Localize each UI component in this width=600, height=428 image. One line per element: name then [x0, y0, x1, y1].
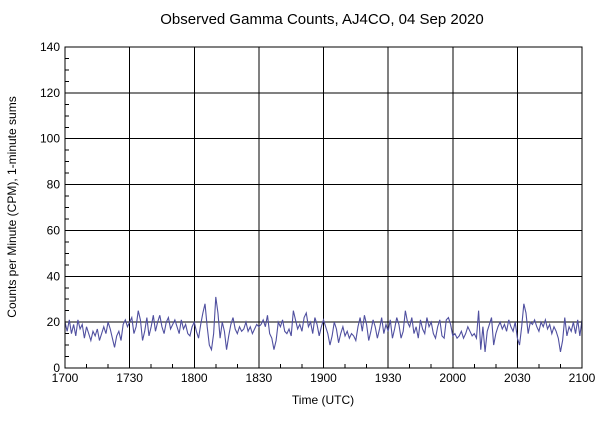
x-tick-label: 1900	[310, 371, 337, 385]
grid-lines	[65, 47, 582, 368]
x-tick-label: 1930	[375, 371, 402, 385]
x-tick-label: 2100	[569, 371, 596, 385]
x-tick-label: 1830	[246, 371, 273, 385]
data-line-gamma-counts-1-minute-sums	[64, 296, 583, 353]
x-tick-label: 1730	[116, 371, 143, 385]
y-tick-label: 40	[47, 269, 61, 283]
x-tick-label: 1700	[52, 371, 79, 385]
x-tick-label: 2030	[504, 371, 531, 385]
chart-title: Observed Gamma Counts, AJ4CO, 04 Sep 202…	[160, 11, 484, 28]
y-tick-label: 140	[40, 40, 60, 54]
x-tick-label: 2000	[439, 371, 466, 385]
data-series	[64, 296, 583, 353]
x-tick-label: 1800	[181, 371, 208, 385]
tick-labels: 1700 1730 1800 1830 1900 1930 2000 2030 2100 0 20 4…	[40, 40, 596, 385]
y-tick-label: 100	[40, 132, 60, 146]
y-tick-label: 20	[47, 315, 61, 329]
y-tick-label: 60	[47, 223, 61, 237]
y-tick-label: 0	[53, 361, 60, 375]
y-tick-label: 80	[47, 178, 61, 192]
plot-frame	[64, 46, 583, 369]
y-axis-label: Counts per Minute (CPM), 1-minute sums	[5, 96, 19, 317]
y-tick-label: 120	[40, 86, 60, 100]
x-axis-label: Time (UTC)	[292, 393, 354, 407]
